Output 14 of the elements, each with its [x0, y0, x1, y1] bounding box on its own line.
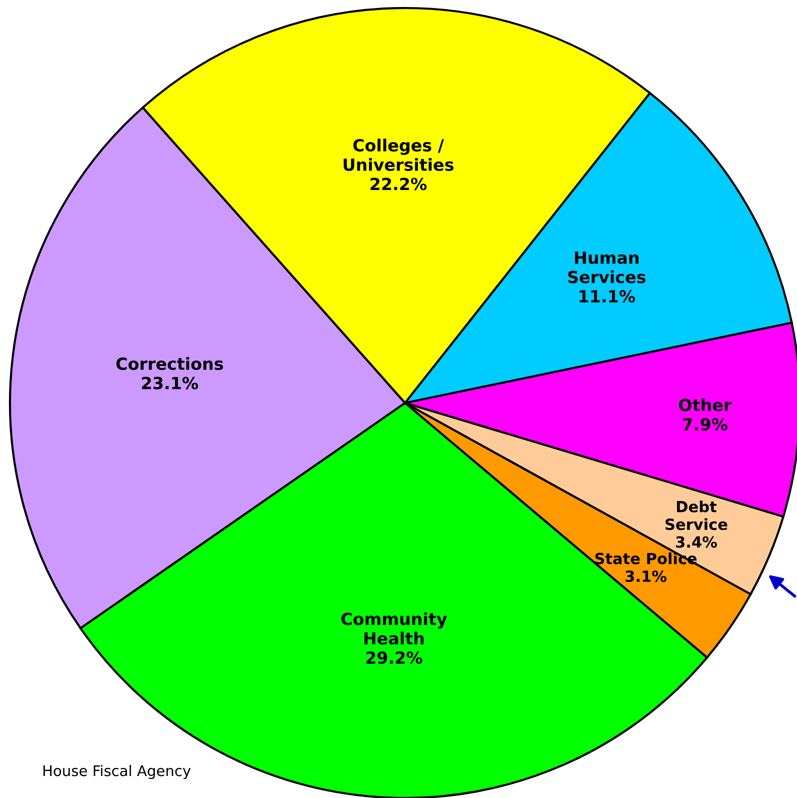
text: House Fiscal Agency — [43, 764, 191, 780]
slice-label: Other — [678, 398, 732, 412]
slice-label: Corrections — [116, 357, 223, 370]
data-label: 3.4% — [676, 536, 717, 548]
slice-label: Human Services — [568, 252, 646, 284]
data-label: 3.1% — [626, 570, 666, 582]
data-label: 29.2% — [366, 651, 422, 664]
data-label: 7.9% — [682, 418, 728, 431]
slice-label: Colleges / Universities — [344, 138, 454, 171]
data-label: 23.1% — [142, 376, 198, 390]
slice-label: Debt Service — [666, 500, 728, 530]
data-label: 22.2% — [370, 178, 427, 190]
slice-label: Community Health — [341, 612, 447, 645]
data-label: 11.1% — [580, 290, 636, 303]
